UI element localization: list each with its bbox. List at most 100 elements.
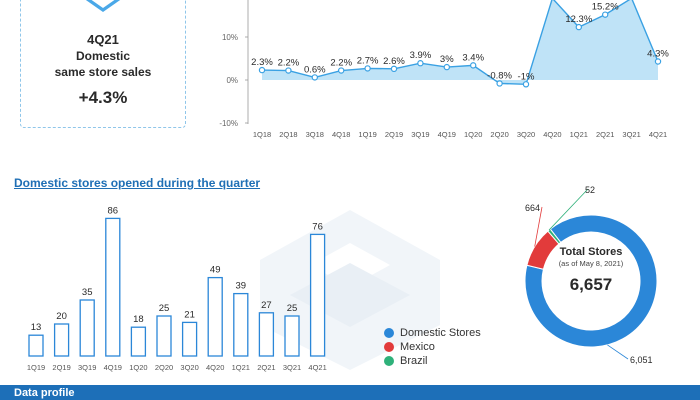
- x-tick-label: 2Q19: [385, 130, 403, 139]
- bottom-section-bar: Data profile: [0, 385, 700, 400]
- data-point: [522, 81, 530, 88]
- data-label: 15.2%: [592, 2, 619, 13]
- bar: [28, 334, 44, 357]
- bottom-section-title: Data profile: [14, 387, 75, 399]
- legend-item-brazil[interactable]: Brazil: [384, 354, 481, 368]
- data-label: 12.3%: [565, 14, 592, 25]
- x-tick-label: 2Q21: [596, 130, 614, 139]
- data-label: 4.3%: [647, 49, 669, 60]
- x-tick-label: 2Q20: [490, 130, 508, 139]
- data-label: 2.3%: [251, 57, 273, 68]
- data-label: -0.8%: [487, 70, 512, 81]
- bar-value-label: 76: [312, 221, 323, 232]
- bar-value-label: 13: [31, 322, 42, 333]
- x-tick-label: 3Q20: [180, 363, 198, 372]
- area-fill: [262, 0, 658, 85]
- leader-line: [548, 188, 589, 231]
- kpi-label-line1: Domestic: [75, 49, 131, 63]
- kpi-label-line2: same store sales: [54, 65, 152, 79]
- data-label: 2.2%: [278, 58, 300, 69]
- data-label: 2.6%: [383, 56, 405, 67]
- x-tick-label: 4Q21: [308, 363, 326, 372]
- data-point: [602, 11, 609, 18]
- x-tick-label: 4Q21: [649, 130, 667, 139]
- data-point: [338, 67, 345, 74]
- x-tick-label: 1Q19: [27, 363, 45, 372]
- bar-value-label: 35: [82, 287, 93, 298]
- data-label: 3.9%: [410, 50, 432, 61]
- bar: [79, 299, 95, 357]
- donut-legend: Domestic Stores Mexico Brazil: [384, 326, 481, 368]
- legend-dot-mexico: [384, 342, 394, 352]
- bar-value-label: 25: [287, 303, 298, 314]
- store-mix-donut-chart: 6,051 664 52: [524, 185, 658, 365]
- bar: [309, 233, 326, 357]
- bar: [207, 276, 223, 357]
- data-point: [496, 80, 503, 87]
- data-label: 0.6%: [304, 64, 326, 75]
- legend-label-domestic: Domestic Stores: [400, 327, 481, 339]
- bar-value-label: 20: [56, 311, 67, 322]
- x-tick-label: 1Q19: [358, 130, 376, 139]
- x-tick-label: 3Q19: [78, 363, 96, 372]
- bar-value-label: 49: [210, 265, 221, 276]
- x-tick-label: 3Q21: [283, 363, 301, 372]
- x-tick-label: 1Q21: [570, 130, 588, 139]
- bar-value-label: 86: [108, 205, 119, 216]
- x-tick-label: 4Q20: [543, 130, 561, 139]
- bar: [105, 217, 121, 357]
- data-point: [654, 58, 662, 65]
- legend-item-mexico[interactable]: Mexico: [384, 340, 481, 354]
- stores-opened-title[interactable]: Domestic stores opened during the quarte…: [14, 176, 261, 190]
- slice-value-label: 664: [525, 203, 540, 213]
- data-point: [364, 65, 371, 72]
- data-point: [285, 67, 292, 74]
- x-tick-label: 4Q18: [332, 130, 350, 139]
- bar-value-label: 25: [159, 303, 170, 314]
- data-point: [575, 23, 583, 31]
- x-tick-label: 2Q21: [257, 363, 275, 372]
- x-tick-label: 3Q18: [306, 130, 324, 139]
- x-tick-label: 4Q20: [206, 363, 224, 372]
- bar: [181, 321, 198, 357]
- data-point: [417, 60, 424, 67]
- x-tick-label: 2Q20: [155, 363, 173, 372]
- bar: [233, 292, 249, 357]
- y-tick-label: 10%: [222, 33, 238, 42]
- data-point: [311, 74, 318, 81]
- data-label: 2.7%: [357, 55, 379, 66]
- data-label: -1%: [518, 71, 535, 82]
- bar-value-label: 21: [184, 309, 195, 320]
- y-tick-label: 0%: [226, 76, 238, 85]
- bar: [130, 326, 147, 357]
- donut-center-total: 6,657: [569, 275, 613, 294]
- donut-slice: [547, 228, 562, 245]
- legend-dot-domestic: [384, 328, 394, 338]
- donut-center-title: Total Stores: [559, 246, 623, 258]
- data-point: [258, 66, 266, 74]
- watermark-logo: [260, 210, 440, 370]
- kpi-card: 4Q21 Domestic same store sales +4.3%: [20, 0, 186, 128]
- bar-value-label: 27: [261, 300, 272, 311]
- donut-center-subtitle: (as of May 8, 2021): [558, 259, 624, 268]
- bar: [156, 315, 172, 357]
- x-tick-label: 1Q18: [253, 130, 271, 139]
- data-point: [390, 65, 398, 73]
- x-tick-label: 4Q19: [438, 130, 456, 139]
- donut-center: Total Stores (as of May 8, 2021) 6,657: [548, 246, 634, 295]
- legend-label-mexico: Mexico: [400, 341, 435, 353]
- same-store-sales-chart: 10% 0% -10% 2.3% 2.2% 0.6% 2.2% 2.7% 2.6% 3.9% 3% 3…: [219, 0, 669, 139]
- x-tick-label: 3Q19: [411, 130, 429, 139]
- legend-dot-brazil: [384, 356, 394, 366]
- area-line: [261, 0, 659, 86]
- x-tick-label: 1Q20: [129, 363, 147, 372]
- data-label: 3.4%: [462, 52, 484, 63]
- data-label: 3%: [440, 54, 454, 65]
- bar-value-label: 39: [236, 281, 247, 292]
- donut-slice: [524, 214, 658, 348]
- box-icon: [85, 0, 121, 12]
- x-tick-label: 4Q19: [104, 363, 122, 372]
- kpi-value: +4.3%: [78, 88, 128, 107]
- bar: [258, 312, 275, 357]
- legend-item-domestic[interactable]: Domestic Stores: [384, 326, 481, 340]
